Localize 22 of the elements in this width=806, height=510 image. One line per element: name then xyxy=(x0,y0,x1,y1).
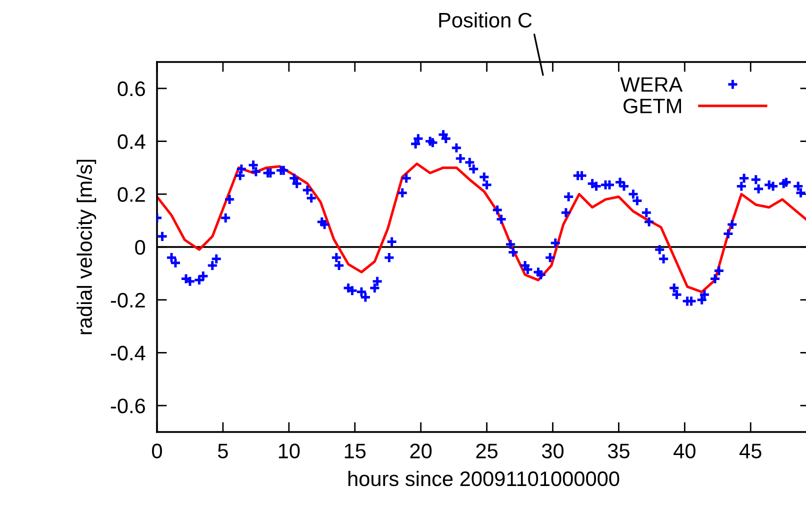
x-tick-label: 30 xyxy=(542,444,564,458)
y-tick-label: 0.2 xyxy=(118,187,145,202)
chart-title: Position C xyxy=(439,12,532,28)
y-tick-label: -0.4 xyxy=(110,346,146,360)
x-axis-title: hours since 20091101000000 xyxy=(348,470,620,486)
x-tick-label: 35 xyxy=(608,444,630,458)
y-axis-title: radial velocity [m/s] xyxy=(76,160,96,334)
y-tick-label: 0 xyxy=(135,240,146,255)
x-tick-label: 0 xyxy=(152,444,162,458)
x-tick-label: 15 xyxy=(344,444,366,458)
y-tick-label: -0.2 xyxy=(110,292,145,308)
x-tick-label: 40 xyxy=(674,444,696,458)
y-tick-label: 0.4 xyxy=(118,134,146,150)
legend-label: GETM xyxy=(624,98,681,114)
legend-label: WERA xyxy=(620,77,683,92)
x-tick-label: 10 xyxy=(278,444,300,458)
x-tick-label: 45 xyxy=(740,444,762,458)
y-tick-label: -0.6 xyxy=(110,398,145,414)
y-tick-label: 0.6 xyxy=(118,81,145,96)
x-tick-label: 20 xyxy=(410,444,432,458)
x-tick-label: 25 xyxy=(476,444,498,458)
x-tick-label: 5 xyxy=(218,444,228,458)
